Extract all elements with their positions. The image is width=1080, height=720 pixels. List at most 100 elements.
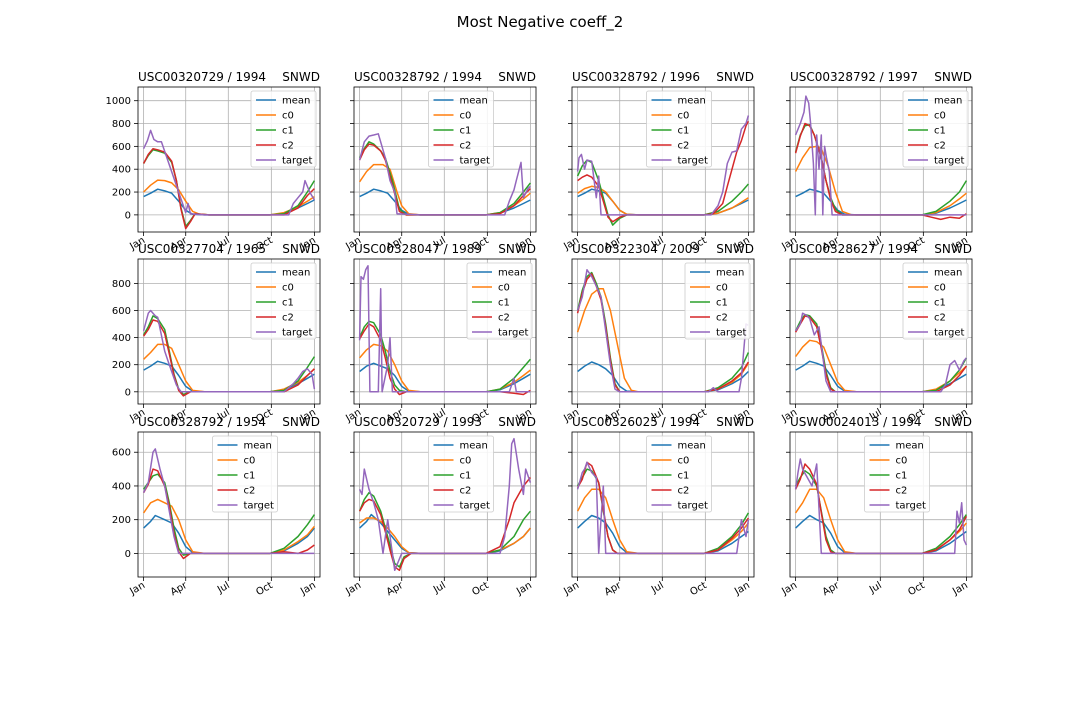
legend-label-c0: c0 [934, 111, 946, 122]
legend-label-target: target [460, 156, 490, 167]
legend: mean c0 c1 c2 target [684, 262, 751, 340]
legend-label-c2: c2 [282, 313, 294, 324]
subplot-title: USC00320729 / 1994 [138, 70, 266, 84]
legend-label-target: target [282, 156, 312, 167]
legend-label-mean: mean [934, 96, 962, 107]
subplot-title: USC00320729 / 1993 [354, 415, 482, 429]
legend-label-c1: c1 [282, 298, 294, 309]
series-line-target [794, 312, 967, 393]
series-group [358, 437, 532, 572]
series-line-c0 [794, 145, 967, 216]
y-tick-label: 0 [125, 387, 131, 398]
legend-label-mean: mean [934, 268, 962, 279]
series-line-mean [577, 361, 749, 393]
series-group [794, 95, 968, 221]
axes-frame [137, 86, 321, 233]
legend-label-mean: mean [282, 96, 310, 107]
series-group [576, 269, 750, 393]
series-line-target [576, 115, 750, 216]
axes-frame [353, 431, 537, 578]
legend-box [646, 435, 712, 513]
legend-label-c0: c0 [896, 456, 908, 467]
legend-label-mean: mean [460, 441, 488, 452]
legend-label-c2: c2 [498, 313, 510, 324]
legend-box [864, 435, 930, 513]
legend-label-mean: mean [896, 441, 924, 452]
y-tick-label: 600 [112, 306, 131, 317]
x-tick-label: Jan [561, 580, 581, 598]
legend: mean c0 c1 c2 target [250, 90, 317, 168]
subplot-title: USC00328627 / 1994 [790, 242, 918, 256]
series-line-c0 [576, 288, 750, 393]
legend-box [212, 435, 278, 513]
axes-frame [353, 86, 537, 233]
axes-frame [789, 86, 973, 233]
series-line-c2 [142, 319, 315, 397]
axes-frame [137, 258, 321, 405]
series-line-mean [143, 360, 315, 393]
legend-label-c1: c1 [244, 471, 256, 482]
series-line-target [358, 437, 532, 572]
subplot-measurement: SNWD [716, 415, 754, 429]
legend-label-target: target [678, 501, 708, 512]
y-tick-label: 200 [112, 515, 131, 526]
y-tick-label: 400 [112, 481, 131, 492]
legend-label-c0: c0 [678, 456, 690, 467]
y-tick-label: 400 [112, 165, 131, 176]
series-line-target [142, 309, 316, 393]
series-line-target [576, 269, 749, 393]
series-group [142, 309, 316, 397]
subplot-title: USC00328792 / 1996 [572, 70, 700, 84]
subplot-measurement: SNWD [498, 242, 536, 256]
series-line-mean [795, 360, 967, 393]
series-line-c2 [794, 315, 968, 393]
legend-label-c1: c1 [282, 126, 294, 137]
series-line-c0 [143, 179, 315, 216]
legend: mean c0 c1 c2 target [250, 262, 317, 340]
subplot-title: USW00024013 / 1994 [790, 415, 922, 429]
series-line-c0 [142, 498, 315, 555]
legend-label-c2: c2 [896, 486, 908, 497]
series-line-c2 [358, 323, 531, 396]
x-tick-label: Apr [169, 580, 190, 599]
axes-frame [571, 431, 755, 578]
series-line-target [142, 129, 316, 216]
legend-label-c1: c1 [678, 126, 690, 137]
figure-title: Most Negative coeff_2 [457, 13, 624, 32]
subplot-title: USC00328792 / 1954 [138, 415, 266, 429]
legend-label-c2: c2 [678, 486, 690, 497]
x-tick-label: Jan [298, 580, 318, 598]
x-tick-label: Jul [867, 580, 884, 596]
legend-label-c0: c0 [282, 283, 294, 294]
y-tick-label: 0 [125, 549, 131, 560]
subplot-9: USC00328792 / 1954 SNWD 0 200 400 600 Jan Apr Ju… [112, 415, 321, 599]
legend-label-target: target [282, 328, 312, 339]
subplot-10: USC00320729 / 1993 SNWD Jan Apr Jul Oct Jan mea… [343, 415, 537, 598]
subplot-measurement: SNWD [934, 242, 972, 256]
legend: mean c0 c1 c2 target [902, 90, 969, 168]
legend-box [428, 90, 494, 168]
legend-label-c2: c2 [716, 313, 728, 324]
x-tick-label: Jan [732, 580, 752, 598]
y-tick-label: 600 [112, 142, 131, 153]
legend-box [466, 262, 533, 340]
legend-label-mean: mean [678, 441, 706, 452]
y-tick-label: 400 [112, 333, 131, 344]
y-tick-label: 800 [112, 119, 131, 130]
y-tick-label: 800 [112, 279, 131, 290]
axes-frame [789, 258, 973, 405]
subplot-measurement: SNWD [498, 415, 536, 429]
axes-frame [353, 258, 537, 405]
subplot-title: USC00326025 / 1994 [572, 415, 700, 429]
legend-label-c1: c1 [678, 471, 690, 482]
legend-label-c0: c0 [678, 111, 690, 122]
x-tick-label: Jan [950, 580, 970, 598]
x-tick-label: Jan [343, 580, 363, 598]
series-group [358, 265, 531, 396]
series-group [576, 461, 750, 555]
legend-label-c0: c0 [460, 111, 472, 122]
legend-label-c1: c1 [934, 298, 946, 309]
